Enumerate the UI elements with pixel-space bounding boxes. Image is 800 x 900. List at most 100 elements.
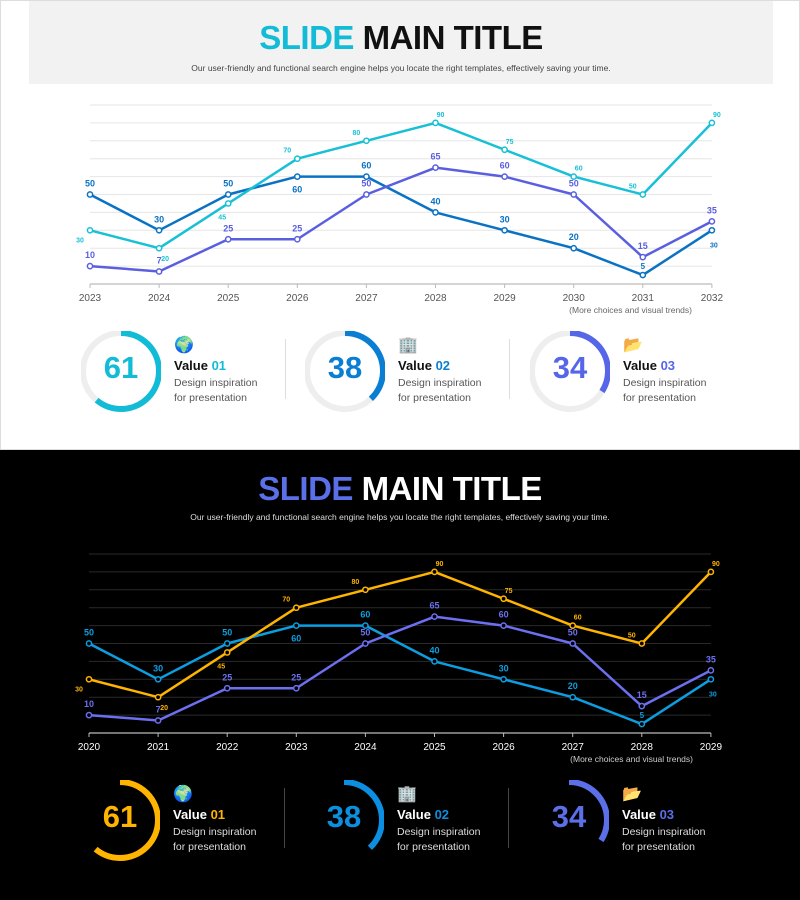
data-point	[639, 191, 647, 198]
data-point	[293, 155, 301, 163]
series-line	[88, 615, 712, 722]
slide-subtitle: Our user-friendly and functional search …	[190, 512, 610, 522]
x-tick-label: 2031	[632, 293, 655, 304]
data-point	[431, 658, 438, 665]
data-label: 60	[500, 161, 510, 171]
x-tick-label: 2025	[217, 293, 240, 304]
title-band	[29, 1, 773, 84]
slide-title: SLIDE MAIN TITLE	[1, 19, 800, 57]
kpi-label: Value 03	[622, 807, 675, 822]
data-point	[223, 640, 231, 647]
x-tick-label: 2026	[492, 742, 515, 753]
x-tick-label: 2024	[148, 293, 171, 304]
data-label: 65	[429, 601, 439, 611]
data-point	[501, 173, 508, 180]
data-point	[363, 137, 370, 145]
data-label: 7	[156, 704, 161, 714]
data-point	[154, 717, 162, 724]
data-label: 30	[499, 663, 509, 673]
data-point	[154, 693, 162, 701]
data-label: 15	[638, 241, 648, 251]
data-point	[569, 622, 577, 629]
data-point	[86, 262, 94, 270]
data-label: 45	[218, 214, 226, 221]
data-label: 60	[291, 634, 301, 644]
x-tick-label: 2029	[700, 742, 723, 753]
data-label: 7	[157, 255, 162, 265]
data-point	[363, 173, 370, 180]
data-point	[85, 640, 93, 647]
ring-fill	[80, 780, 160, 861]
kpi-description: Design inspiration for presentation	[398, 377, 482, 404]
data-point	[432, 119, 439, 127]
data-label: 10	[85, 250, 95, 260]
data-point	[638, 640, 646, 647]
data-point	[223, 649, 231, 656]
data-label: 25	[292, 223, 302, 233]
data-point	[639, 253, 647, 261]
data-point	[293, 235, 301, 243]
divider	[508, 788, 509, 848]
x-tick-label: 2022	[216, 742, 239, 753]
progress-ring	[529, 780, 609, 861]
data-point	[500, 675, 507, 683]
data-label: 75	[506, 139, 514, 146]
x-tick-label: 2027	[562, 742, 585, 753]
kpi-description: Design inspiration for presentation	[623, 377, 707, 404]
title-rest: MAIN TITLE	[353, 19, 544, 56]
data-point	[569, 693, 577, 701]
divider	[509, 339, 510, 399]
progress-ring	[304, 780, 384, 861]
data-label: 80	[353, 130, 361, 137]
progress-ring	[80, 780, 160, 861]
title-accent: SLIDE	[258, 470, 353, 507]
series-line	[88, 624, 712, 726]
kpi-description: Design inspiration for presentation	[622, 826, 706, 853]
data-point	[293, 173, 301, 180]
data-point	[86, 191, 94, 198]
data-label: 90	[713, 112, 721, 119]
data-point	[707, 568, 715, 576]
kpi-value: 61	[103, 350, 139, 385]
data-label: 60	[575, 166, 583, 173]
series-line	[89, 166, 713, 273]
data-point	[292, 604, 300, 612]
data-point	[432, 164, 439, 171]
data-label: 75	[505, 588, 513, 595]
x-tick-label: 2023	[285, 742, 308, 753]
ring-fill	[81, 331, 161, 412]
data-label: 10	[84, 699, 94, 709]
kpi-description: Design inspiration for presentation	[174, 377, 258, 404]
kpi-1: 61 🌍 Value 01 Design inspiration for pres…	[80, 780, 300, 862]
data-point	[431, 613, 438, 620]
globe-icon: 🌍	[173, 786, 193, 803]
kpi-value: 61	[102, 799, 138, 834]
data-label: 15	[637, 690, 647, 700]
data-label: 30	[710, 242, 718, 249]
data-label: 50	[360, 628, 370, 638]
data-label: 35	[707, 205, 717, 215]
kpi-value: 38	[326, 799, 362, 834]
building-icon: 🏢	[397, 786, 417, 803]
data-label: 30	[75, 686, 83, 693]
data-label: 50	[84, 628, 94, 638]
data-label: 30	[709, 691, 717, 698]
kpi-label: Value 01	[173, 807, 226, 822]
data-label: 50	[222, 628, 232, 638]
kpi-2: 38 🏢 Value 02 Design inspiration for pres…	[304, 780, 524, 862]
data-point	[224, 191, 232, 198]
data-point	[292, 622, 300, 629]
data-point	[708, 119, 716, 127]
data-point	[155, 244, 163, 252]
data-label: 50	[223, 179, 233, 189]
data-point	[155, 268, 163, 275]
data-label: 40	[429, 645, 439, 655]
data-point	[292, 684, 300, 692]
ring-fill	[305, 331, 385, 412]
data-label: 20	[160, 705, 168, 712]
data-point	[708, 226, 716, 234]
title-rest: MAIN TITLE	[352, 470, 543, 507]
data-label: 60	[361, 161, 371, 171]
data-label: 80	[352, 579, 360, 586]
data-label: 90	[436, 561, 444, 568]
